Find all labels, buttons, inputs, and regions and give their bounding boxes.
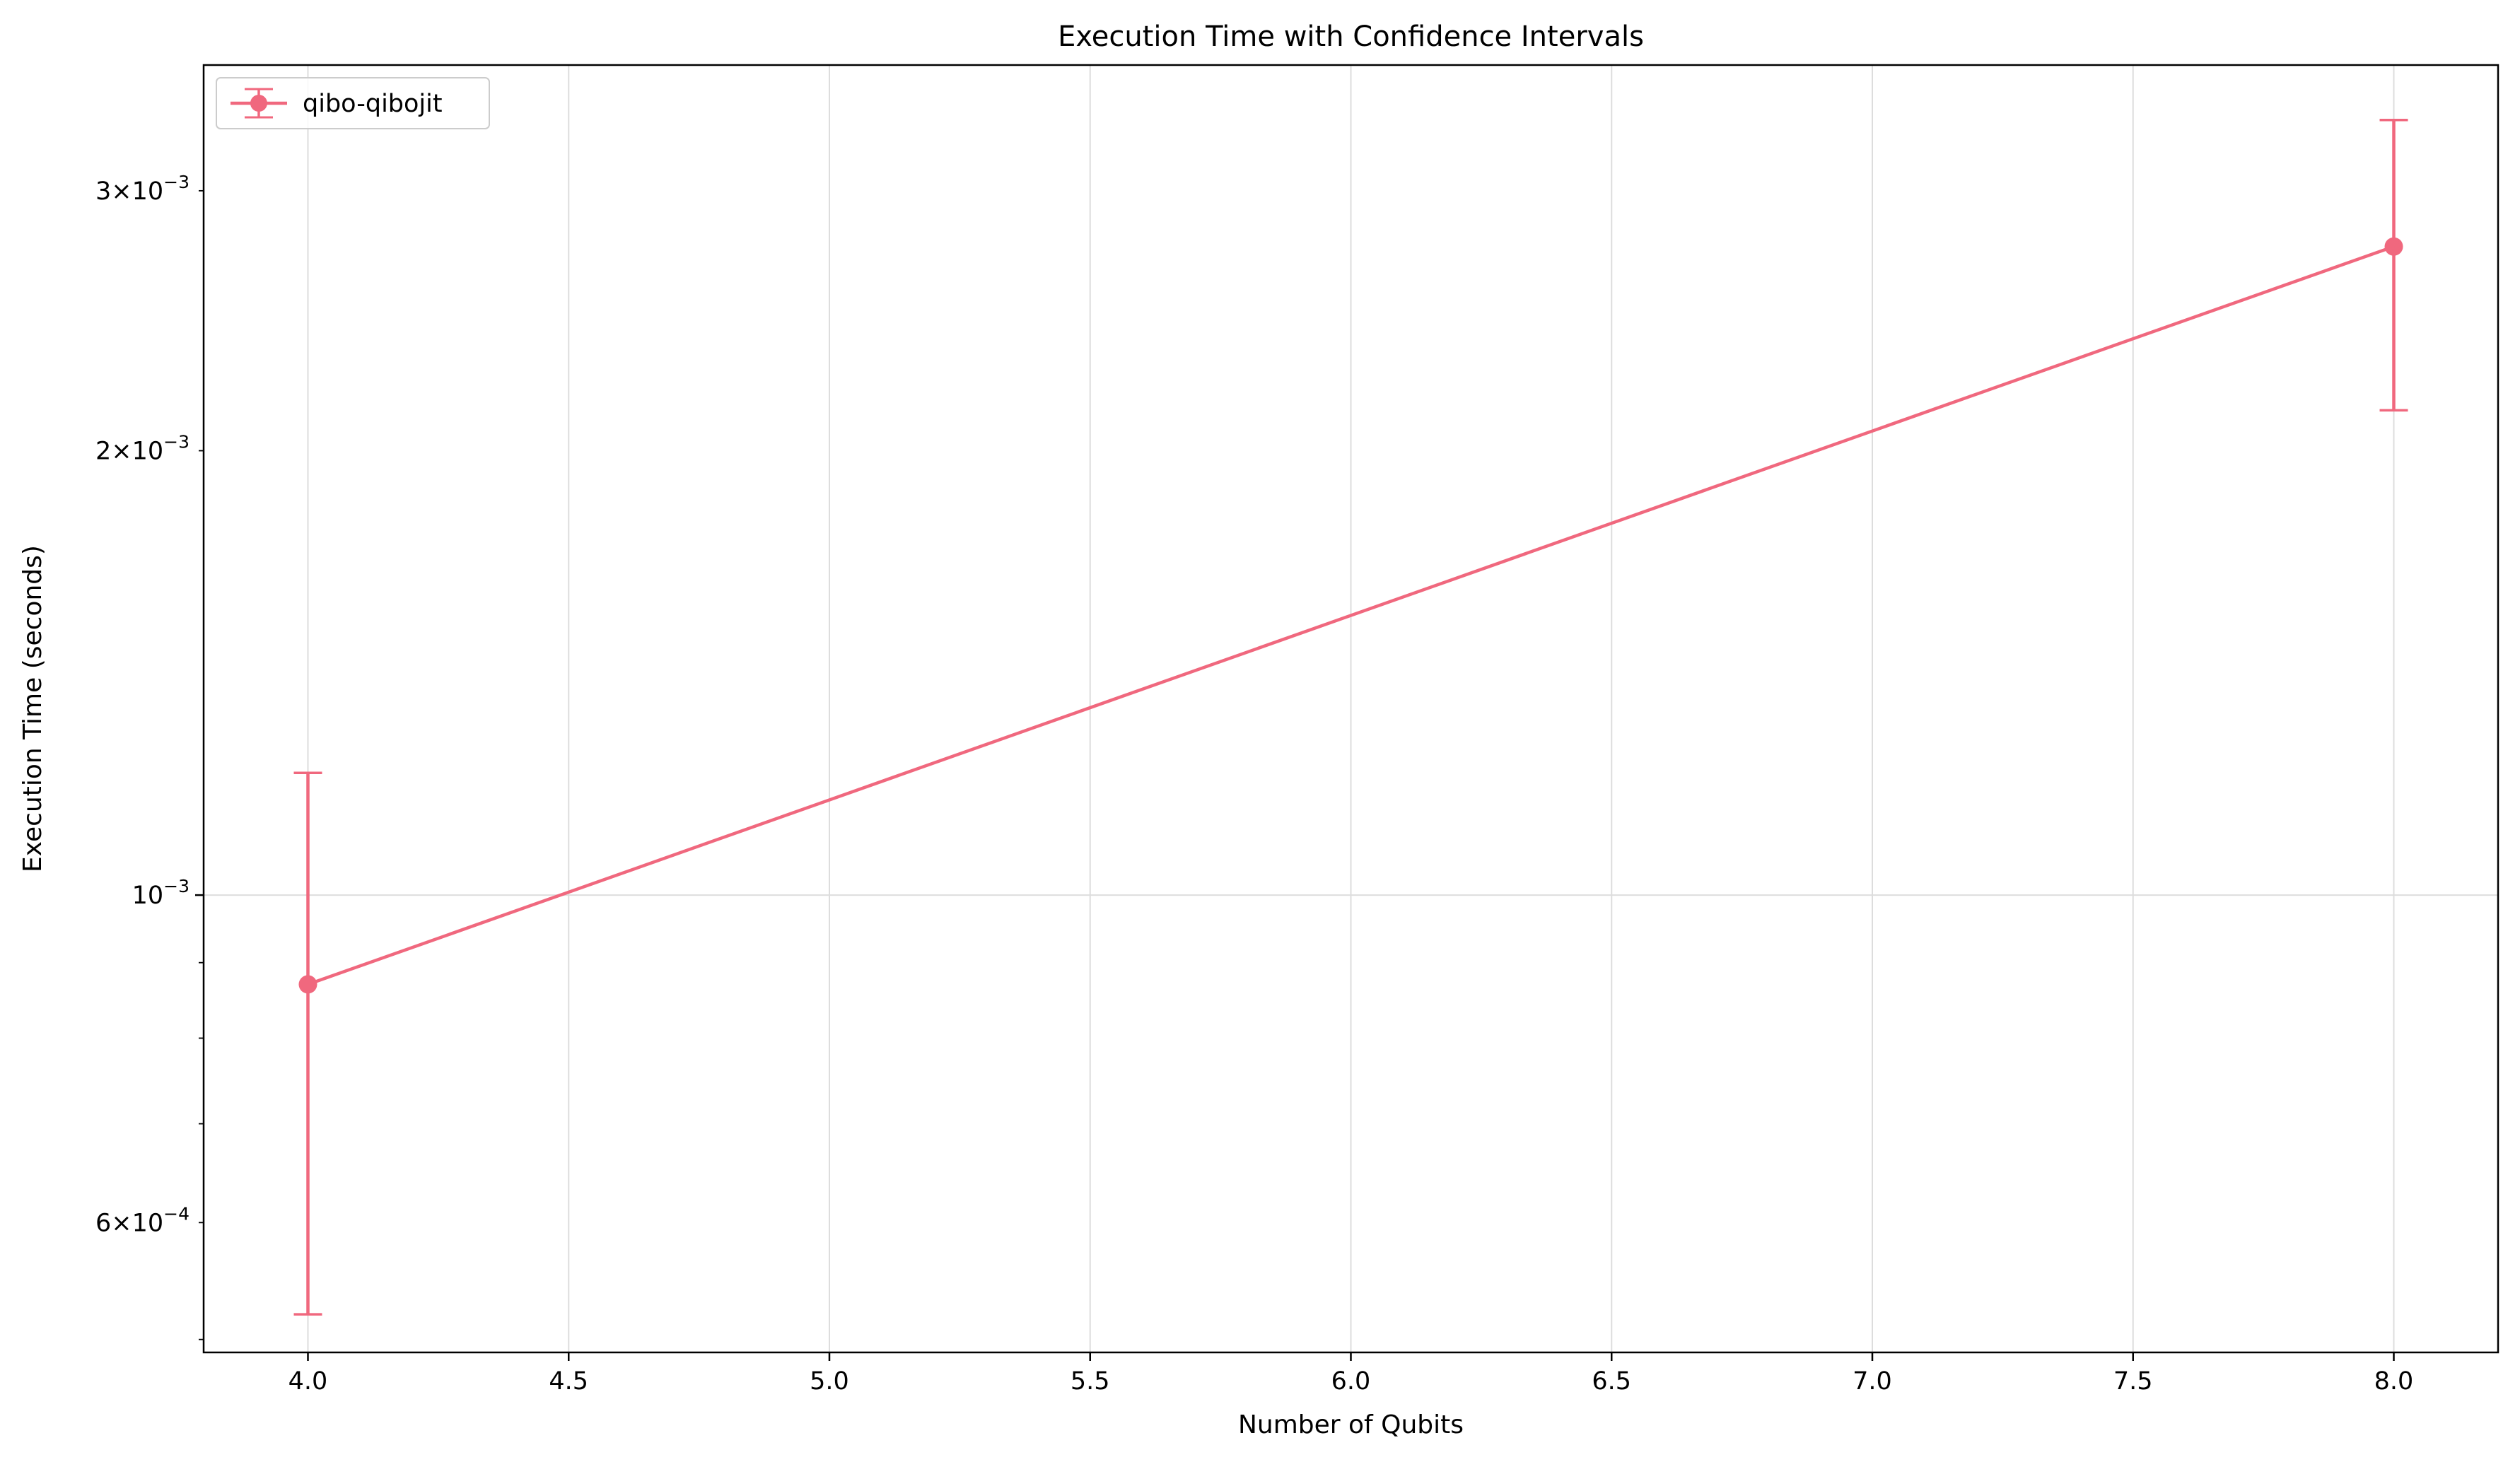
x-tick-label: 4.5 xyxy=(549,1367,588,1396)
chart-title: Execution Time with Confidence Intervals xyxy=(1058,21,1644,53)
y-tick-label: 10−3 xyxy=(132,876,189,910)
series-line xyxy=(307,245,2395,986)
y-tick-label: 3×10−3 xyxy=(95,172,189,206)
legend-swatch-marker xyxy=(250,95,267,112)
series-layer xyxy=(293,119,2408,1316)
y-tick-label: 6×10−4 xyxy=(95,1203,189,1237)
x-tick-label: 7.5 xyxy=(2113,1367,2153,1396)
x-tick-label: 6.0 xyxy=(1331,1367,1371,1396)
legend-box xyxy=(216,77,490,129)
y-tick-label: 2×10−3 xyxy=(95,432,189,466)
x-tick-label: 5.5 xyxy=(1071,1367,1110,1396)
grid-lines xyxy=(204,65,2498,1352)
legend: qibo-qibojit xyxy=(216,77,490,129)
x-tick-label: 8.0 xyxy=(2374,1367,2414,1396)
x-tick-label: 7.0 xyxy=(1853,1367,1892,1396)
x-tick-label: 5.0 xyxy=(810,1367,849,1396)
axis-ticks: 4.0 4.5 5.0 5.5 6.0 6.5 7.0 7.5 8.0 10−3 6×10−4 2×1… xyxy=(95,172,2413,1396)
x-tick-label: 6.5 xyxy=(1592,1367,1631,1396)
legend-label: qibo-qibojit xyxy=(303,90,443,118)
data-point xyxy=(298,975,317,994)
y-axis-label: Execution Time (seconds) xyxy=(18,545,47,872)
data-point xyxy=(2384,237,2403,256)
x-tick-label: 4.0 xyxy=(288,1367,328,1396)
x-axis-label: Number of Qubits xyxy=(1238,1410,1464,1439)
